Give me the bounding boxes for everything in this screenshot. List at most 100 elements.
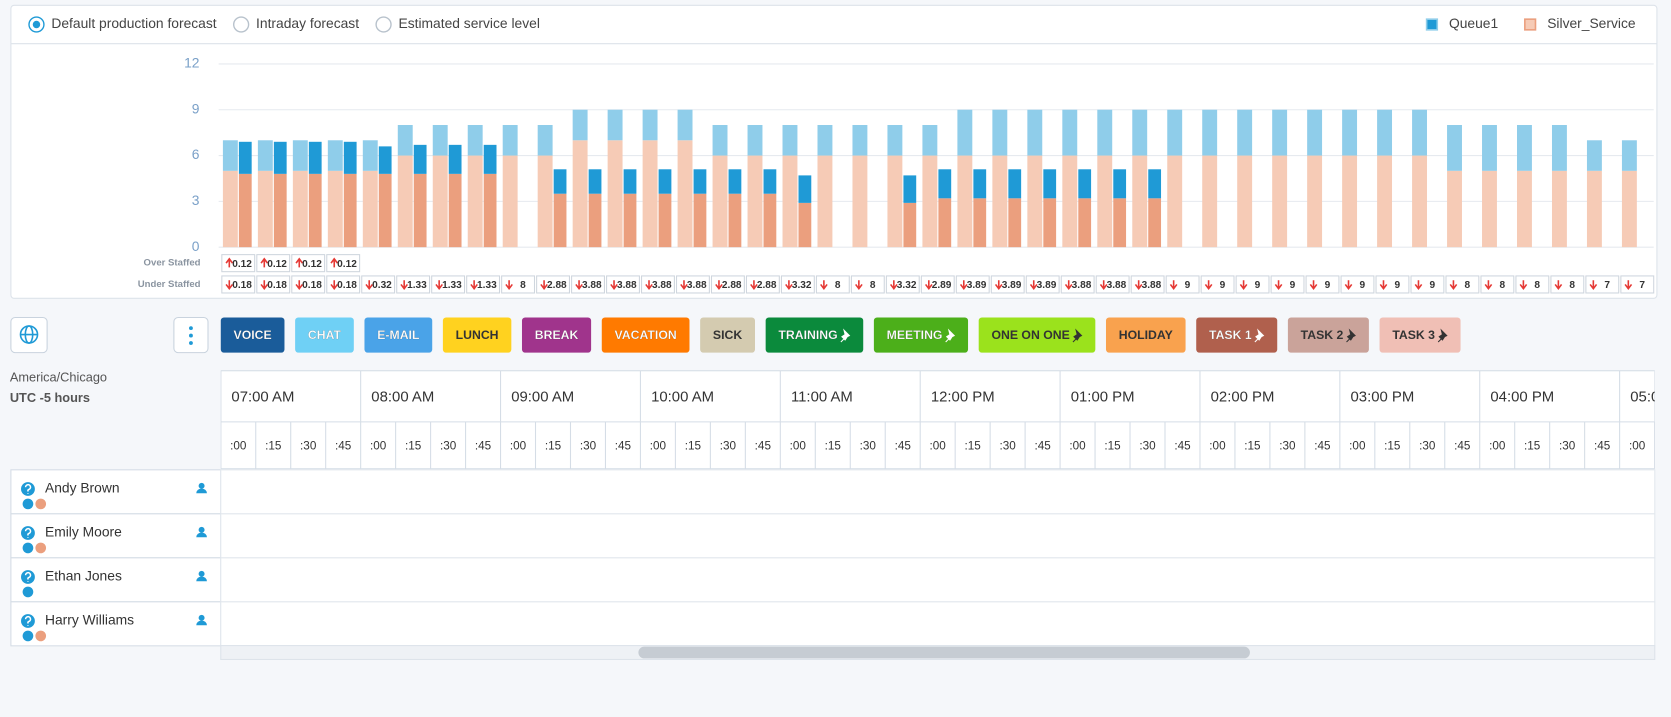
y-tick-label: 3 — [192, 192, 200, 208]
forecast-bar — [1097, 156, 1112, 248]
staff-value: 8 — [1534, 280, 1540, 291]
staff-value: 9 — [1360, 280, 1366, 291]
staff-value: 2.88 — [722, 280, 742, 291]
staff-value: 2.88 — [547, 280, 567, 291]
forecast-bar — [293, 140, 308, 171]
forecast-bar — [1237, 156, 1252, 248]
staff-value: 0.18 — [337, 280, 357, 291]
forecast-bar — [713, 125, 728, 156]
staff-value: 3.88 — [1072, 280, 1092, 291]
forecast-bar — [852, 125, 867, 156]
staff-value: 3.88 — [582, 280, 602, 291]
staff-value: 0.12 — [302, 259, 322, 270]
activity-button[interactable]: SICK — [700, 317, 755, 352]
minute-label: :45 — [1454, 439, 1471, 452]
forecast-bar — [957, 156, 972, 248]
activity-label: VOICE — [234, 328, 272, 342]
activity-label: LUNCH — [456, 328, 499, 342]
forecast-bar — [223, 171, 238, 247]
minute-label: :15 — [1104, 439, 1121, 452]
staffed-bar — [484, 174, 497, 247]
legend-swatch — [1427, 19, 1438, 30]
forecast-bar — [1622, 171, 1637, 247]
staff-value: 3.88 — [617, 280, 637, 291]
staff-value: 0.12 — [232, 259, 252, 270]
staff-value: 2.89 — [932, 280, 952, 291]
staffed-bar — [414, 174, 427, 247]
hour-label: 03:00 PM — [1351, 389, 1415, 405]
activity-button[interactable]: BREAK — [522, 317, 591, 352]
staffed-bar — [239, 142, 252, 174]
minute-label: :15 — [1524, 439, 1541, 452]
staff-value: 0.18 — [302, 280, 322, 291]
minute-label: :00 — [510, 439, 527, 452]
staffed-bar — [1078, 198, 1091, 247]
minute-label: :15 — [685, 439, 702, 452]
activity-button[interactable]: TASK 1 — [1196, 317, 1277, 352]
minute-label: :15 — [545, 439, 562, 452]
forecast-bar — [678, 110, 693, 141]
agent-name: Ethan Jones — [45, 568, 122, 584]
radio[interactable] — [376, 17, 391, 32]
minute-label: :30 — [580, 439, 597, 452]
activity-button[interactable]: VACATION — [602, 317, 690, 352]
staffed-bar — [274, 142, 287, 174]
forecast-bar — [1097, 110, 1112, 156]
minute-label: :00 — [790, 439, 807, 452]
forecast-bar — [433, 156, 448, 248]
forecast-bar — [783, 125, 798, 156]
staffed-bar — [589, 194, 602, 247]
staff-value: 3.89 — [967, 280, 987, 291]
skill-dot — [23, 631, 34, 642]
staffed-bar — [484, 145, 497, 174]
staff-value: 1.33 — [477, 280, 497, 291]
minute-label: :45 — [895, 439, 912, 452]
minute-label: :30 — [860, 439, 877, 452]
activity-button[interactable]: CHAT — [295, 317, 354, 352]
forecast-bar — [1027, 110, 1042, 156]
activity-button[interactable]: TASK 3 — [1380, 317, 1461, 352]
y-tick-label: 12 — [184, 55, 199, 71]
activity-button[interactable]: ONE ON ONE — [979, 317, 1096, 352]
minute-label: :45 — [755, 439, 772, 452]
activity-button[interactable]: HOLIDAY — [1106, 317, 1186, 352]
staff-value: 0.12 — [337, 259, 357, 270]
forecast-bar — [1622, 140, 1637, 171]
forecast-bar — [992, 110, 1007, 156]
activity-button[interactable]: LUNCH — [443, 317, 511, 352]
forecast-bar — [1272, 156, 1287, 248]
hour-label: 12:00 PM — [931, 389, 995, 405]
staff-value: 9 — [1325, 280, 1331, 291]
activity-button[interactable]: MEETING — [874, 317, 968, 352]
staffed-bar — [659, 169, 672, 193]
activity-label: SICK — [713, 328, 742, 342]
hour-label: 04:00 PM — [1490, 389, 1554, 405]
activity-button[interactable]: TRAINING — [766, 317, 864, 352]
minute-label: :00 — [230, 439, 247, 452]
forecast-bar — [1412, 110, 1427, 156]
staffed-bar — [624, 194, 637, 247]
forecast-bar — [887, 125, 902, 156]
staff-value: 9 — [1290, 280, 1296, 291]
staffed-bar — [764, 194, 777, 247]
activity-button[interactable]: VOICE — [221, 317, 285, 352]
forecast-bar — [573, 140, 588, 247]
staffed-bar — [1113, 198, 1126, 247]
staff-value: 8 — [870, 280, 876, 291]
minute-label: :30 — [1419, 439, 1436, 452]
forecast-bar — [328, 171, 343, 247]
activity-button[interactable]: TASK 2 — [1288, 317, 1369, 352]
minute-label: :30 — [720, 439, 737, 452]
scrollbar-thumb[interactable] — [638, 647, 1250, 659]
radio[interactable] — [234, 17, 249, 32]
activity-label: TRAINING — [778, 328, 837, 342]
forecast-bar — [1552, 171, 1567, 247]
minute-label: :15 — [405, 439, 422, 452]
minute-label: :30 — [1139, 439, 1156, 452]
activity-button[interactable]: E-MAIL — [364, 317, 432, 352]
staffed-bar — [694, 194, 707, 247]
minute-label: :15 — [825, 439, 842, 452]
staff-value: 1.33 — [407, 280, 427, 291]
forecast-bar — [1587, 171, 1602, 247]
